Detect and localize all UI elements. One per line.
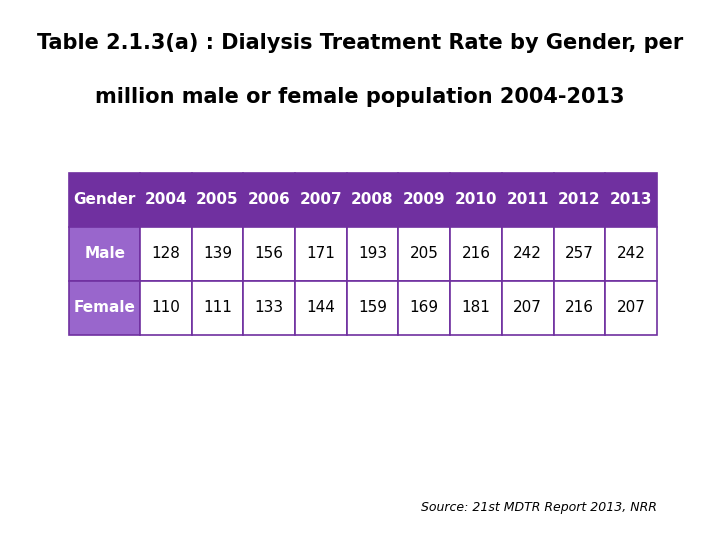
FancyBboxPatch shape	[243, 173, 295, 227]
Text: Table 2.1.3(a) : Dialysis Treatment Rate by Gender, per: Table 2.1.3(a) : Dialysis Treatment Rate…	[37, 33, 683, 53]
FancyBboxPatch shape	[347, 281, 398, 335]
Text: 205: 205	[410, 246, 438, 261]
Text: 2005: 2005	[196, 192, 239, 207]
FancyBboxPatch shape	[69, 281, 140, 335]
FancyBboxPatch shape	[398, 173, 450, 227]
FancyBboxPatch shape	[69, 173, 140, 227]
Text: 110: 110	[151, 300, 180, 315]
Text: 2010: 2010	[455, 192, 498, 207]
FancyBboxPatch shape	[554, 281, 606, 335]
Text: 133: 133	[255, 300, 284, 315]
Text: 2004: 2004	[145, 192, 187, 207]
Text: 2006: 2006	[248, 192, 291, 207]
Text: 2011: 2011	[506, 192, 549, 207]
FancyBboxPatch shape	[502, 227, 554, 281]
FancyBboxPatch shape	[140, 173, 192, 227]
Text: 171: 171	[307, 246, 336, 261]
FancyBboxPatch shape	[140, 227, 192, 281]
Text: 156: 156	[255, 246, 284, 261]
Text: 139: 139	[203, 246, 232, 261]
FancyBboxPatch shape	[295, 173, 347, 227]
Text: 169: 169	[410, 300, 438, 315]
Text: 242: 242	[513, 246, 542, 261]
Text: Gender: Gender	[73, 192, 136, 207]
FancyBboxPatch shape	[450, 227, 502, 281]
FancyBboxPatch shape	[554, 173, 606, 227]
FancyBboxPatch shape	[192, 227, 243, 281]
FancyBboxPatch shape	[450, 281, 502, 335]
Text: 2012: 2012	[558, 192, 600, 207]
FancyBboxPatch shape	[554, 227, 606, 281]
Text: million male or female population 2004-2013: million male or female population 2004-2…	[95, 87, 625, 107]
FancyBboxPatch shape	[69, 227, 140, 281]
FancyBboxPatch shape	[295, 227, 347, 281]
Text: 2008: 2008	[351, 192, 394, 207]
Text: 2007: 2007	[300, 192, 342, 207]
FancyBboxPatch shape	[192, 173, 243, 227]
Text: 159: 159	[358, 300, 387, 315]
FancyBboxPatch shape	[347, 227, 398, 281]
FancyBboxPatch shape	[243, 227, 295, 281]
Text: Source: 21st MDTR Report 2013, NRR: Source: 21st MDTR Report 2013, NRR	[421, 501, 657, 514]
FancyBboxPatch shape	[347, 173, 398, 227]
Text: Male: Male	[84, 246, 125, 261]
Text: 144: 144	[307, 300, 336, 315]
FancyBboxPatch shape	[398, 281, 450, 335]
Text: 111: 111	[203, 300, 232, 315]
FancyBboxPatch shape	[606, 281, 657, 335]
FancyBboxPatch shape	[140, 281, 192, 335]
FancyBboxPatch shape	[606, 227, 657, 281]
Text: 2009: 2009	[403, 192, 446, 207]
FancyBboxPatch shape	[502, 173, 554, 227]
FancyBboxPatch shape	[450, 173, 502, 227]
Text: 242: 242	[616, 246, 646, 261]
Text: 216: 216	[462, 246, 490, 261]
Text: 181: 181	[462, 300, 490, 315]
Text: 207: 207	[616, 300, 646, 315]
Text: 128: 128	[151, 246, 180, 261]
FancyBboxPatch shape	[398, 227, 450, 281]
Text: Female: Female	[73, 300, 135, 315]
FancyBboxPatch shape	[192, 281, 243, 335]
Text: 193: 193	[358, 246, 387, 261]
FancyBboxPatch shape	[243, 281, 295, 335]
Text: 2013: 2013	[610, 192, 652, 207]
FancyBboxPatch shape	[295, 281, 347, 335]
Text: 207: 207	[513, 300, 542, 315]
Text: 257: 257	[565, 246, 594, 261]
FancyBboxPatch shape	[606, 173, 657, 227]
Text: 216: 216	[565, 300, 594, 315]
FancyBboxPatch shape	[502, 281, 554, 335]
